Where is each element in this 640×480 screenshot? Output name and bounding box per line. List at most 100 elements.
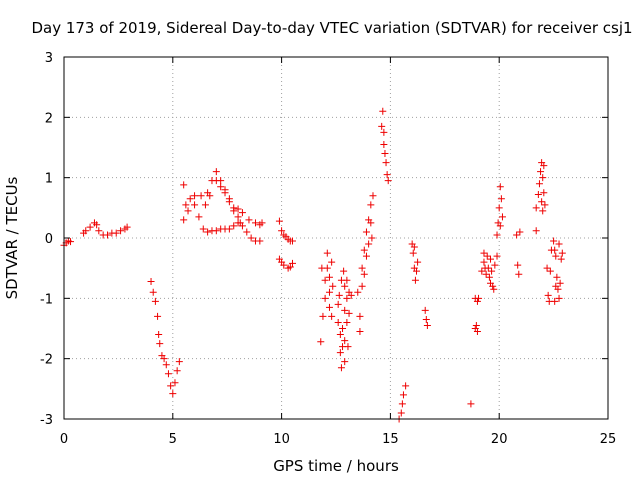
x-tick-label: 15: [382, 432, 399, 447]
data-point: [362, 228, 370, 236]
data-point: [411, 276, 419, 284]
data-points: [60, 107, 566, 423]
data-point: [173, 367, 181, 375]
data-point: [539, 174, 547, 182]
y-tick-label: 0: [45, 232, 53, 247]
data-point: [238, 209, 246, 217]
data-point: [280, 261, 288, 269]
data-point: [191, 192, 199, 200]
data-point: [204, 228, 212, 236]
data-point: [286, 263, 294, 271]
data-point: [180, 216, 188, 224]
y-tick-label: -3: [40, 413, 53, 428]
data-point: [356, 328, 364, 336]
data-point: [206, 192, 214, 200]
data-point: [550, 237, 558, 245]
data-point: [421, 306, 429, 314]
data-point: [180, 181, 188, 189]
data-point: [156, 340, 164, 348]
data-point: [328, 258, 336, 266]
data-point: [321, 294, 329, 302]
data-point: [354, 288, 362, 296]
data-point: [489, 282, 497, 290]
data-point: [484, 264, 492, 272]
data-point: [480, 249, 488, 257]
data-point: [341, 358, 349, 366]
data-point: [195, 213, 203, 221]
data-point: [82, 227, 90, 235]
data-segment-seg-f: [201, 177, 264, 245]
data-point: [339, 325, 347, 332]
x-tick-label: 25: [600, 432, 617, 447]
data-point: [515, 270, 523, 278]
data-point: [480, 258, 488, 266]
data-point: [160, 355, 168, 363]
data-point: [551, 297, 559, 305]
data-point: [95, 227, 103, 235]
data-point: [356, 312, 364, 320]
data-point: [225, 225, 233, 233]
data-point: [329, 282, 337, 290]
data-point: [409, 249, 417, 257]
data-point: [537, 168, 545, 176]
data-point: [383, 171, 391, 179]
data-point: [553, 273, 561, 281]
data-point: [225, 198, 233, 206]
data-segment-seg-g: [275, 217, 296, 245]
data-point: [201, 201, 209, 209]
x-tick-label: 5: [169, 432, 177, 447]
data-point: [552, 252, 560, 260]
data-point: [472, 321, 480, 329]
data-point: [496, 183, 504, 191]
data-point: [555, 240, 563, 248]
data-point: [475, 294, 483, 302]
x-tick-label: 20: [491, 432, 508, 447]
data-point: [491, 261, 499, 269]
data-point: [380, 128, 388, 136]
data-segment-seg-i: [317, 249, 337, 346]
data-point: [155, 331, 163, 339]
data-point: [365, 240, 373, 248]
data-segment-seg-q: [471, 294, 483, 336]
data-point: [473, 297, 481, 305]
data-segment-seg-h: [275, 255, 296, 272]
data-point: [490, 285, 498, 293]
data-point: [534, 191, 542, 199]
data-point: [544, 291, 552, 299]
data-point: [336, 349, 344, 357]
data-point: [344, 343, 352, 351]
data-point: [555, 294, 563, 302]
data-point: [358, 282, 366, 290]
data-point: [493, 231, 501, 239]
data-segment-seg-w: [550, 237, 566, 305]
data-point: [334, 318, 342, 326]
data-point: [535, 180, 543, 188]
y-axis-title: SDTVAR / TECUs: [3, 176, 21, 299]
data-point: [337, 364, 345, 372]
data-point: [164, 370, 172, 378]
data-point: [360, 270, 368, 278]
data-point: [496, 222, 504, 230]
data-point: [230, 222, 238, 230]
data-point: [539, 207, 547, 215]
data-point: [238, 222, 246, 230]
data-point: [467, 400, 475, 408]
data-point: [335, 291, 343, 299]
data-point: [256, 237, 264, 245]
data-point: [486, 255, 494, 263]
data-point: [485, 273, 493, 281]
data-point: [532, 204, 540, 212]
data-point: [493, 252, 501, 260]
data-segment-seg-v: [543, 246, 555, 305]
data-point: [497, 195, 505, 203]
data-segment-seg-b: [80, 219, 131, 239]
data-point: [323, 249, 331, 257]
data-point: [368, 234, 376, 242]
data-point: [381, 150, 389, 158]
data-point: [380, 140, 388, 148]
data-point: [423, 321, 431, 329]
data-point: [212, 168, 220, 176]
data-point: [171, 379, 179, 387]
data-point: [325, 303, 333, 311]
